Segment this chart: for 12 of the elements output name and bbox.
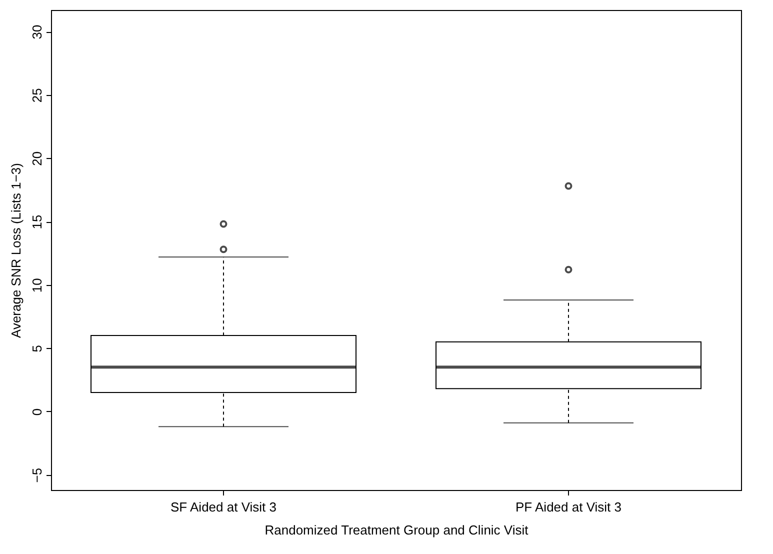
x-tick-label: PF Aided at Visit 3 — [516, 500, 622, 514]
x-axis-title: Randomized Treatment Group and Clinic Visit — [264, 522, 529, 538]
y-tick-label: 15 — [30, 214, 44, 230]
y-tick-label: 25 — [30, 88, 44, 103]
y-tick-label: 0 — [30, 408, 44, 416]
y-tick-label: 5 — [30, 345, 44, 352]
y-tick-label: 30 — [30, 24, 44, 40]
x-tick-label: SF Aided at Visit 3 — [170, 500, 276, 514]
y-axis-title: Average SNR Loss (Lists 1−3) — [8, 163, 24, 338]
y-tick-label: 20 — [30, 151, 44, 166]
y-tick-label: −5 — [30, 468, 44, 483]
y-tick-label: 10 — [30, 278, 44, 293]
